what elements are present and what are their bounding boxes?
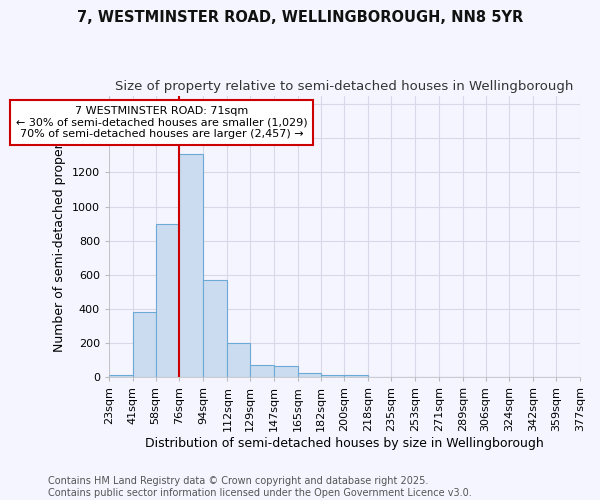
Bar	[344, 374, 368, 378]
Bar	[109, 374, 133, 378]
Bar	[155, 224, 179, 378]
Bar	[298, 373, 320, 378]
Text: Contains HM Land Registry data © Crown copyright and database right 2025.
Contai: Contains HM Land Registry data © Crown c…	[48, 476, 472, 498]
Text: 7, WESTMINSTER ROAD, WELLINGBOROUGH, NN8 5YR: 7, WESTMINSTER ROAD, WELLINGBOROUGH, NN8…	[77, 10, 523, 25]
Bar	[274, 366, 298, 378]
Bar	[203, 280, 227, 378]
Text: 7 WESTMINSTER ROAD: 71sqm
← 30% of semi-detached houses are smaller (1,029)
70% : 7 WESTMINSTER ROAD: 71sqm ← 30% of semi-…	[16, 106, 307, 139]
Bar	[320, 374, 344, 378]
Bar	[133, 312, 155, 378]
Title: Size of property relative to semi-detached houses in Wellingborough: Size of property relative to semi-detach…	[115, 80, 574, 93]
Bar	[227, 343, 250, 378]
Bar	[250, 366, 274, 378]
X-axis label: Distribution of semi-detached houses by size in Wellingborough: Distribution of semi-detached houses by …	[145, 437, 544, 450]
Bar	[179, 154, 203, 378]
Y-axis label: Number of semi-detached properties: Number of semi-detached properties	[53, 120, 66, 352]
